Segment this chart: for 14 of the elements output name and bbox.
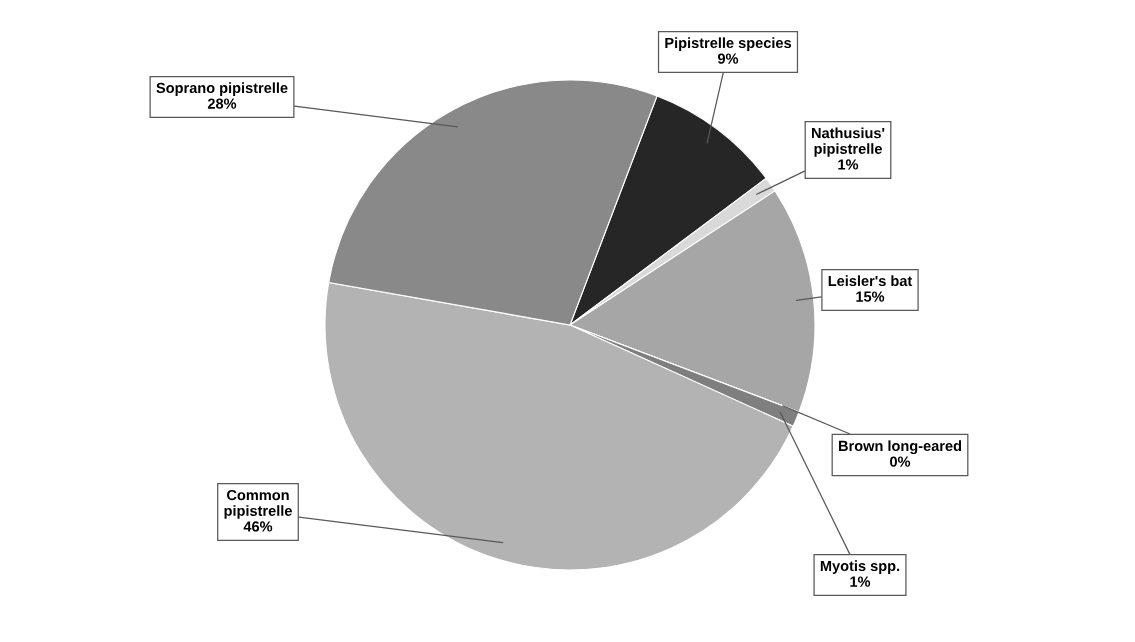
data-label: 9% bbox=[717, 53, 739, 64]
data-label: 15% bbox=[856, 291, 885, 302]
data-label: 28% bbox=[207, 98, 237, 109]
data-label: 1% bbox=[838, 159, 859, 170]
slice-label: Common pipistrelle bbox=[224, 489, 292, 519]
slice-label: Pipistrelle species bbox=[665, 37, 792, 51]
text: 0% bbox=[890, 456, 911, 467]
data-label: 46% bbox=[243, 521, 273, 532]
category-label: Brown long-eared bbox=[839, 440, 962, 454]
slice-label: Soprano pipistrelle bbox=[156, 82, 288, 96]
slice-label: Myotis spp. bbox=[820, 560, 900, 574]
data-label: 1% bbox=[850, 576, 871, 587]
slice-label: Leisler's bat bbox=[828, 275, 913, 287]
slice-label: Nathusius' pipistrelle bbox=[812, 127, 885, 157]
